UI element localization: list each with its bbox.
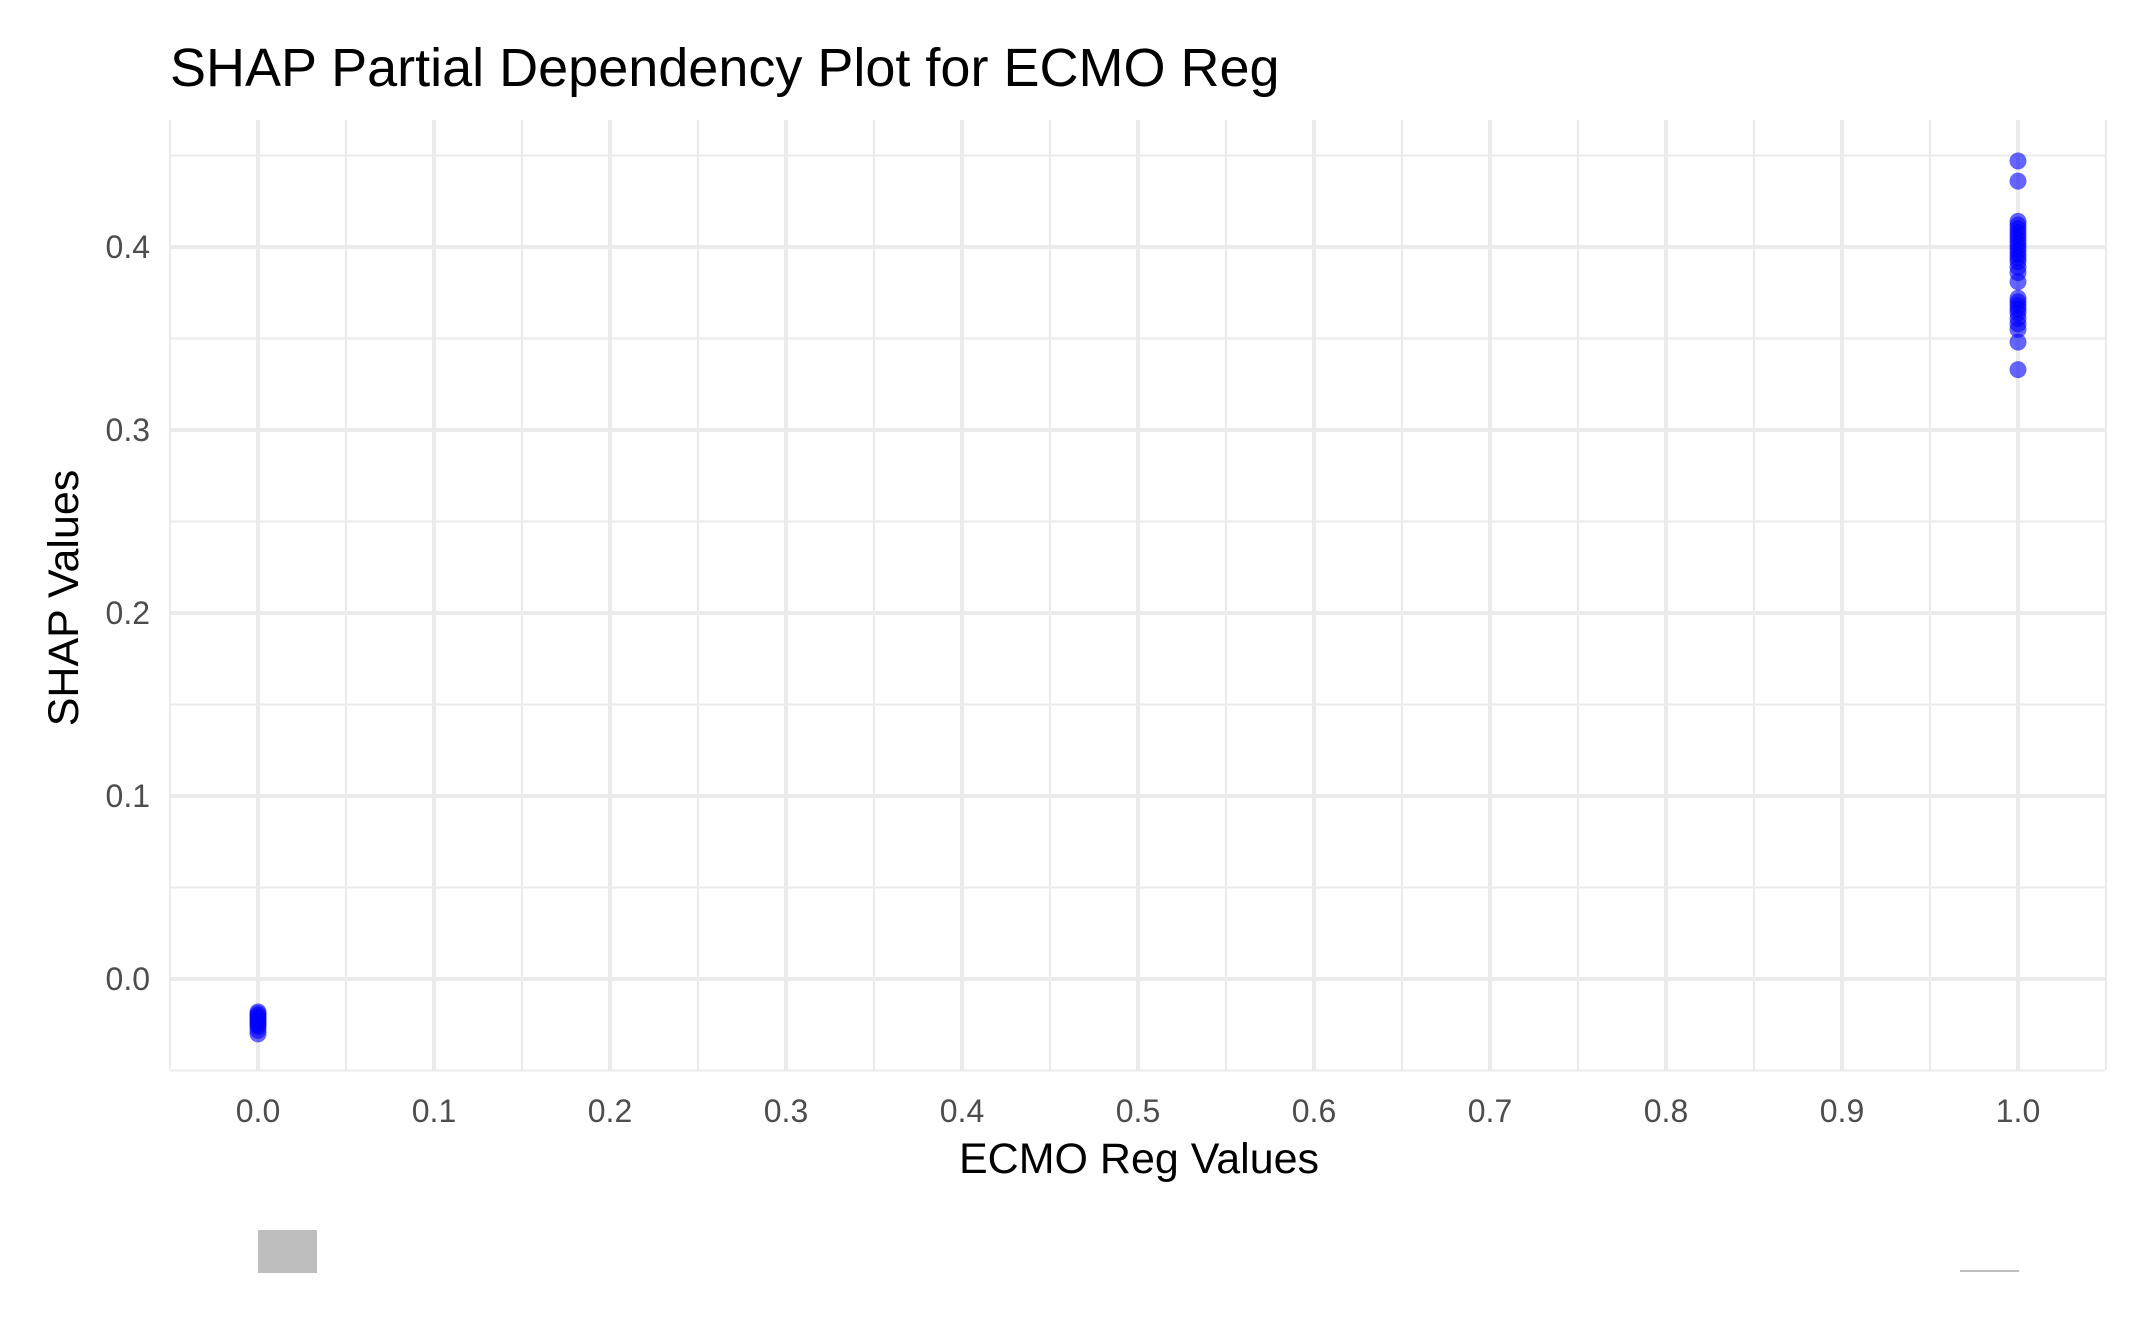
data-point bbox=[2009, 361, 2027, 379]
data-point bbox=[2009, 172, 2027, 190]
x-tick-label: 0.3 bbox=[764, 1093, 808, 1129]
x-axis-tick-labels: 0.0 0.1 0.2 0.3 0.4 0.5 0.6 0.7 0.8 0.9 1.0 bbox=[236, 1093, 2040, 1129]
major-gridlines bbox=[170, 120, 2105, 1070]
x-tick-label: 0.5 bbox=[1116, 1093, 1160, 1129]
x-tick-label: 0.8 bbox=[1644, 1093, 1688, 1129]
x-tick-label: 0.9 bbox=[1820, 1093, 1864, 1129]
x-tick-label: 0.2 bbox=[588, 1093, 632, 1129]
y-tick-label: 0.1 bbox=[106, 778, 150, 814]
legend-key-swatch bbox=[258, 1230, 317, 1273]
y-axis-title: SHAP Values bbox=[40, 470, 88, 727]
x-tick-label: 0.1 bbox=[412, 1093, 456, 1129]
x-tick-label: 0.7 bbox=[1468, 1093, 1512, 1129]
x-tick-label: 0.6 bbox=[1292, 1093, 1336, 1129]
y-tick-label: 0.3 bbox=[106, 412, 150, 448]
x-tick-label: 0.0 bbox=[236, 1093, 280, 1129]
data-point bbox=[249, 1025, 267, 1043]
data-points bbox=[249, 152, 2027, 1043]
chart-title: SHAP Partial Dependency Plot for ECMO Re… bbox=[170, 38, 1280, 98]
y-tick-label: 0.2 bbox=[106, 595, 150, 631]
y-tick-label: 0.0 bbox=[106, 961, 150, 997]
data-point bbox=[2009, 152, 2027, 170]
x-axis-title: ECMO Reg Values bbox=[959, 1135, 1319, 1183]
data-point bbox=[2009, 333, 2027, 351]
data-point bbox=[2009, 320, 2027, 338]
x-tick-label: 0.4 bbox=[940, 1093, 984, 1129]
x-tick-label: 1.0 bbox=[1996, 1093, 2040, 1129]
y-axis-tick-labels: 0.0 0.1 0.2 0.3 0.4 bbox=[106, 229, 150, 997]
data-point bbox=[2009, 273, 2027, 291]
y-tick-label: 0.4 bbox=[106, 229, 150, 265]
